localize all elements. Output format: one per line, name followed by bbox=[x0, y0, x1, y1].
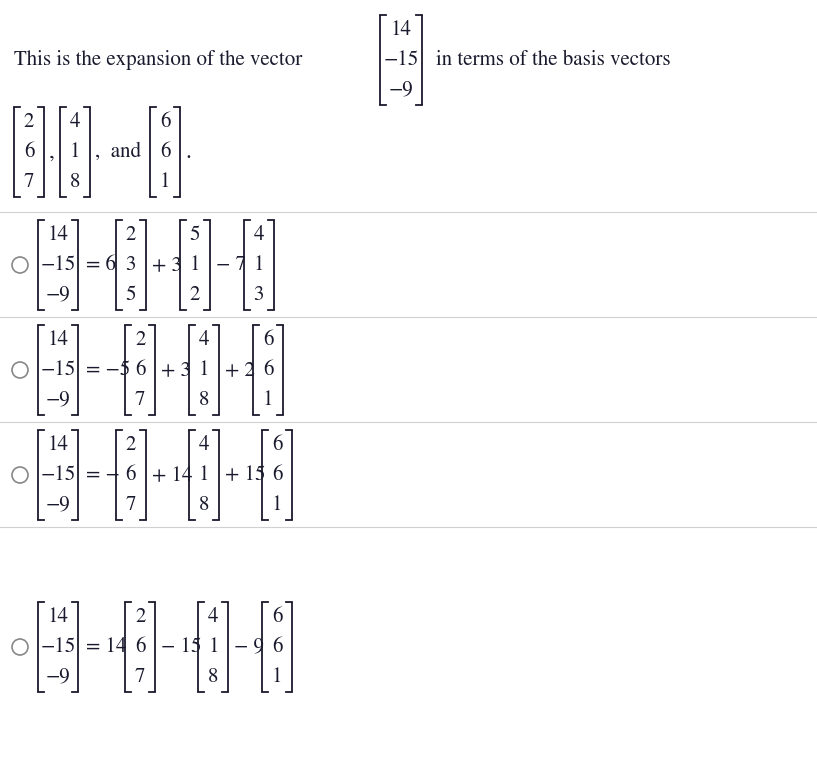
Text: = −5: = −5 bbox=[86, 360, 130, 380]
Text: 1: 1 bbox=[272, 495, 283, 515]
Text: −9: −9 bbox=[46, 285, 70, 305]
Text: = 14: = 14 bbox=[86, 637, 127, 657]
Text: 7: 7 bbox=[24, 172, 34, 192]
Text: 6: 6 bbox=[263, 360, 273, 380]
Text: 1: 1 bbox=[208, 637, 219, 657]
Text: − 15: − 15 bbox=[161, 637, 202, 657]
Text: 4: 4 bbox=[199, 330, 209, 350]
Text: 6: 6 bbox=[272, 637, 283, 657]
Text: 2: 2 bbox=[135, 330, 145, 350]
Text: 6: 6 bbox=[263, 330, 273, 350]
Text: = −: = − bbox=[86, 465, 120, 485]
Text: 5: 5 bbox=[190, 225, 200, 245]
Text: 4: 4 bbox=[253, 225, 264, 245]
Text: 6: 6 bbox=[272, 607, 283, 627]
Text: This is the expansion of the vector: This is the expansion of the vector bbox=[14, 50, 302, 70]
Text: in terms of the basis vectors: in terms of the basis vectors bbox=[436, 50, 671, 70]
Text: 1: 1 bbox=[272, 667, 283, 687]
Text: 6: 6 bbox=[160, 112, 170, 132]
Text: −15: −15 bbox=[40, 255, 76, 275]
Text: 6: 6 bbox=[24, 142, 34, 162]
Text: 4: 4 bbox=[199, 435, 209, 455]
Text: 1: 1 bbox=[69, 142, 80, 162]
Text: 6: 6 bbox=[135, 360, 145, 380]
Text: 6: 6 bbox=[272, 465, 283, 485]
Text: 7: 7 bbox=[126, 495, 136, 515]
Text: 1: 1 bbox=[199, 465, 209, 485]
Text: 1: 1 bbox=[253, 255, 264, 275]
Text: −15: −15 bbox=[40, 637, 76, 657]
Text: 2: 2 bbox=[190, 285, 200, 305]
Text: − 7: − 7 bbox=[216, 255, 246, 275]
Text: 1: 1 bbox=[160, 172, 170, 192]
Text: 6: 6 bbox=[160, 142, 170, 162]
Text: 14: 14 bbox=[391, 20, 412, 40]
Text: 6: 6 bbox=[135, 637, 145, 657]
Text: 7: 7 bbox=[135, 667, 145, 687]
Text: −15: −15 bbox=[40, 465, 76, 485]
Text: 1: 1 bbox=[190, 255, 200, 275]
Text: 14: 14 bbox=[47, 435, 69, 455]
Text: 8: 8 bbox=[69, 172, 80, 192]
Text: + 3: + 3 bbox=[161, 360, 191, 380]
Text: 1: 1 bbox=[263, 390, 273, 410]
Text: .: . bbox=[185, 141, 191, 163]
Text: −15: −15 bbox=[40, 360, 76, 380]
Text: 8: 8 bbox=[199, 495, 209, 515]
Text: 2: 2 bbox=[126, 225, 136, 245]
Text: 1: 1 bbox=[199, 360, 209, 380]
Text: 3: 3 bbox=[126, 255, 136, 275]
Text: −9: −9 bbox=[46, 667, 70, 687]
Text: 6: 6 bbox=[272, 435, 283, 455]
Text: 8: 8 bbox=[208, 667, 219, 687]
Text: 14: 14 bbox=[47, 225, 69, 245]
Text: −15: −15 bbox=[383, 50, 418, 70]
Text: 8: 8 bbox=[199, 390, 209, 410]
Text: 2: 2 bbox=[24, 112, 34, 132]
Text: + 14: + 14 bbox=[152, 465, 192, 485]
Text: 5: 5 bbox=[126, 285, 136, 305]
Text: + 2: + 2 bbox=[225, 360, 255, 380]
Text: 4: 4 bbox=[69, 112, 80, 132]
Text: ,  and: , and bbox=[95, 142, 141, 162]
Text: 3: 3 bbox=[253, 285, 264, 305]
Text: 6: 6 bbox=[126, 465, 136, 485]
Text: 2: 2 bbox=[135, 607, 145, 627]
Text: = 6: = 6 bbox=[86, 255, 116, 275]
Text: + 3: + 3 bbox=[152, 255, 182, 275]
Text: −9: −9 bbox=[389, 80, 413, 100]
Text: 14: 14 bbox=[47, 330, 69, 350]
Text: −9: −9 bbox=[46, 390, 70, 410]
Text: − 9: − 9 bbox=[234, 637, 265, 657]
Text: 7: 7 bbox=[135, 390, 145, 410]
Text: 4: 4 bbox=[208, 607, 219, 627]
Text: + 15: + 15 bbox=[225, 465, 266, 485]
Text: ,: , bbox=[49, 141, 55, 163]
Text: 2: 2 bbox=[126, 435, 136, 455]
Text: −9: −9 bbox=[46, 495, 70, 515]
Text: 14: 14 bbox=[47, 607, 69, 627]
